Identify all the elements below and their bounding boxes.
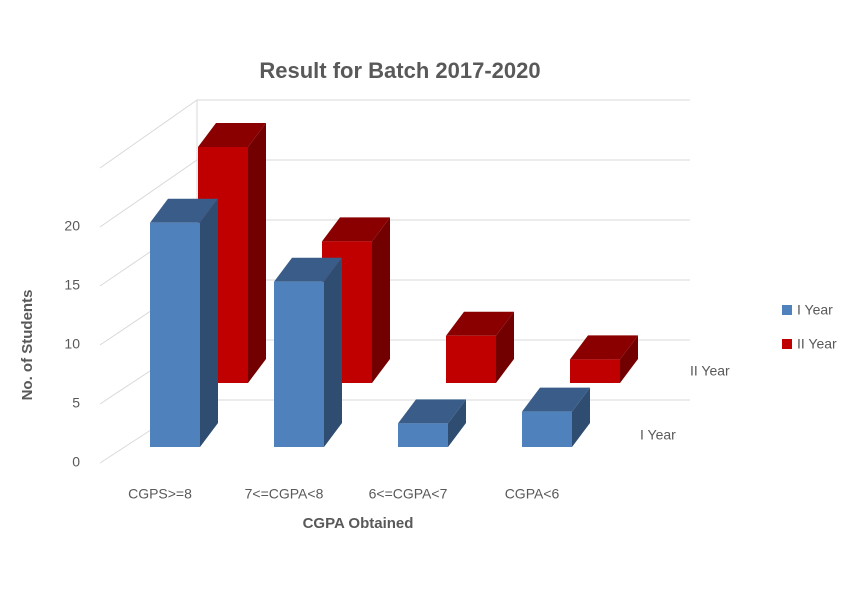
bar-front xyxy=(570,359,620,383)
legend-label: I Year xyxy=(797,302,833,318)
bar-side xyxy=(572,387,590,447)
bar xyxy=(570,335,638,383)
bar-side xyxy=(448,399,466,447)
bar-top xyxy=(322,217,390,242)
bar-top xyxy=(570,335,638,360)
bar xyxy=(446,311,514,383)
x-tick-label: 6<=CGPA<7 xyxy=(369,486,448,502)
depth-label: I Year xyxy=(640,427,676,443)
bar-front xyxy=(398,423,448,447)
bar-side xyxy=(324,257,342,447)
bar xyxy=(274,257,342,447)
bar-top xyxy=(446,311,514,336)
legend-label: II Year xyxy=(797,336,837,352)
y-tick-label: 15 xyxy=(64,277,80,293)
bar-side xyxy=(620,335,638,383)
y-tick-label: 5 xyxy=(72,395,80,411)
bar-top xyxy=(198,123,266,147)
bar-side xyxy=(496,311,514,383)
y-tick-label: 10 xyxy=(64,336,80,352)
y-tick-label: 20 xyxy=(64,218,80,234)
y-axis-label: No. of Students xyxy=(19,290,36,401)
bar-side xyxy=(372,217,390,383)
bar-top xyxy=(274,257,342,282)
bar-front xyxy=(446,335,496,383)
bar xyxy=(522,387,590,447)
bar-front xyxy=(522,411,572,447)
bar-side xyxy=(200,198,218,447)
grid-line xyxy=(99,99,690,169)
bar-side xyxy=(248,123,266,383)
x-tick-label: 7<=CGPA<8 xyxy=(245,486,324,502)
depth-label: II Year xyxy=(690,363,730,379)
legend-swatch xyxy=(782,305,792,315)
bar xyxy=(398,399,466,447)
x-axis-label: CGPA Obtained xyxy=(303,515,414,532)
bar xyxy=(150,198,218,447)
bar-front xyxy=(274,281,324,447)
x-tick-label: CGPS>=8 xyxy=(128,486,192,502)
bar-top xyxy=(150,198,218,223)
chart-title: Result for Batch 2017-2020 xyxy=(259,58,540,83)
bar-top xyxy=(522,387,590,412)
x-tick-label: CGPA<6 xyxy=(505,486,560,502)
bar-top xyxy=(398,399,466,424)
y-tick-label: 0 xyxy=(72,454,80,470)
bar-front xyxy=(150,222,200,447)
legend-swatch xyxy=(782,339,792,349)
